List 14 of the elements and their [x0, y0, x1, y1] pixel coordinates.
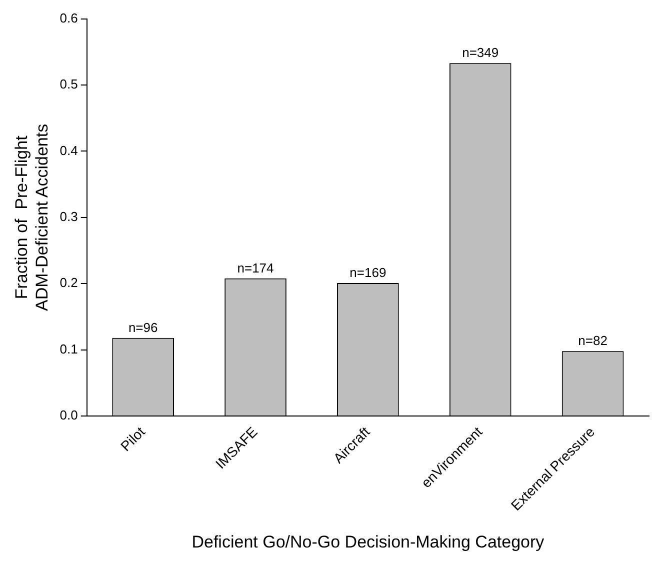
y-tick-label: 0.3: [60, 209, 78, 224]
annotation: n=169: [350, 265, 386, 280]
y-axis-title: Fraction of Pre-Flight ADM-Deficient Accidents: [12, 124, 52, 311]
y-tick-label: 0.1: [60, 341, 78, 356]
y-tick-label: 0.6: [60, 10, 78, 26]
y-tick-label: 0.5: [60, 76, 78, 92]
y-tick-label: 0.0: [60, 408, 78, 423]
annotation: n=349: [462, 45, 499, 60]
annotation: n=96: [128, 320, 158, 335]
y-tick-label: 0.2: [60, 275, 78, 290]
annotation: n=82: [578, 333, 608, 348]
annotation: n=174: [237, 260, 274, 276]
x-axis-title: Deficient Go/No-Go Decision-Making Category: [192, 532, 545, 552]
y-tick-label: 0.4: [60, 142, 78, 158]
